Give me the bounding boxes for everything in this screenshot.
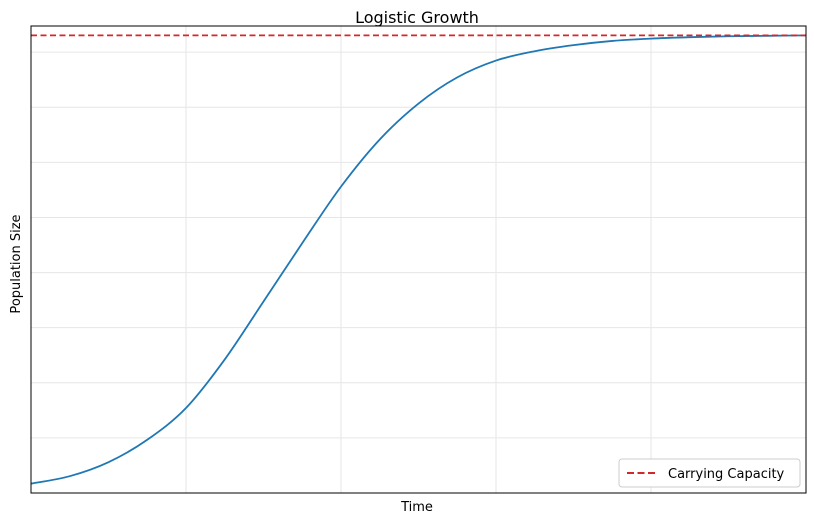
grid-lines — [31, 26, 806, 493]
legend: Carrying Capacity — [618, 458, 801, 488]
legend-label-carrying-capacity: Carrying Capacity — [668, 467, 785, 482]
y-axis-label: Population Size — [9, 214, 24, 313]
series-line-population — [30, 34, 807, 485]
chart-title: Logistic Growth — [355, 8, 479, 27]
x-axis-label: Time — [400, 500, 433, 515]
legend-box — [618, 458, 801, 488]
plot-area — [30, 34, 807, 485]
plot-frame — [30, 25, 807, 494]
